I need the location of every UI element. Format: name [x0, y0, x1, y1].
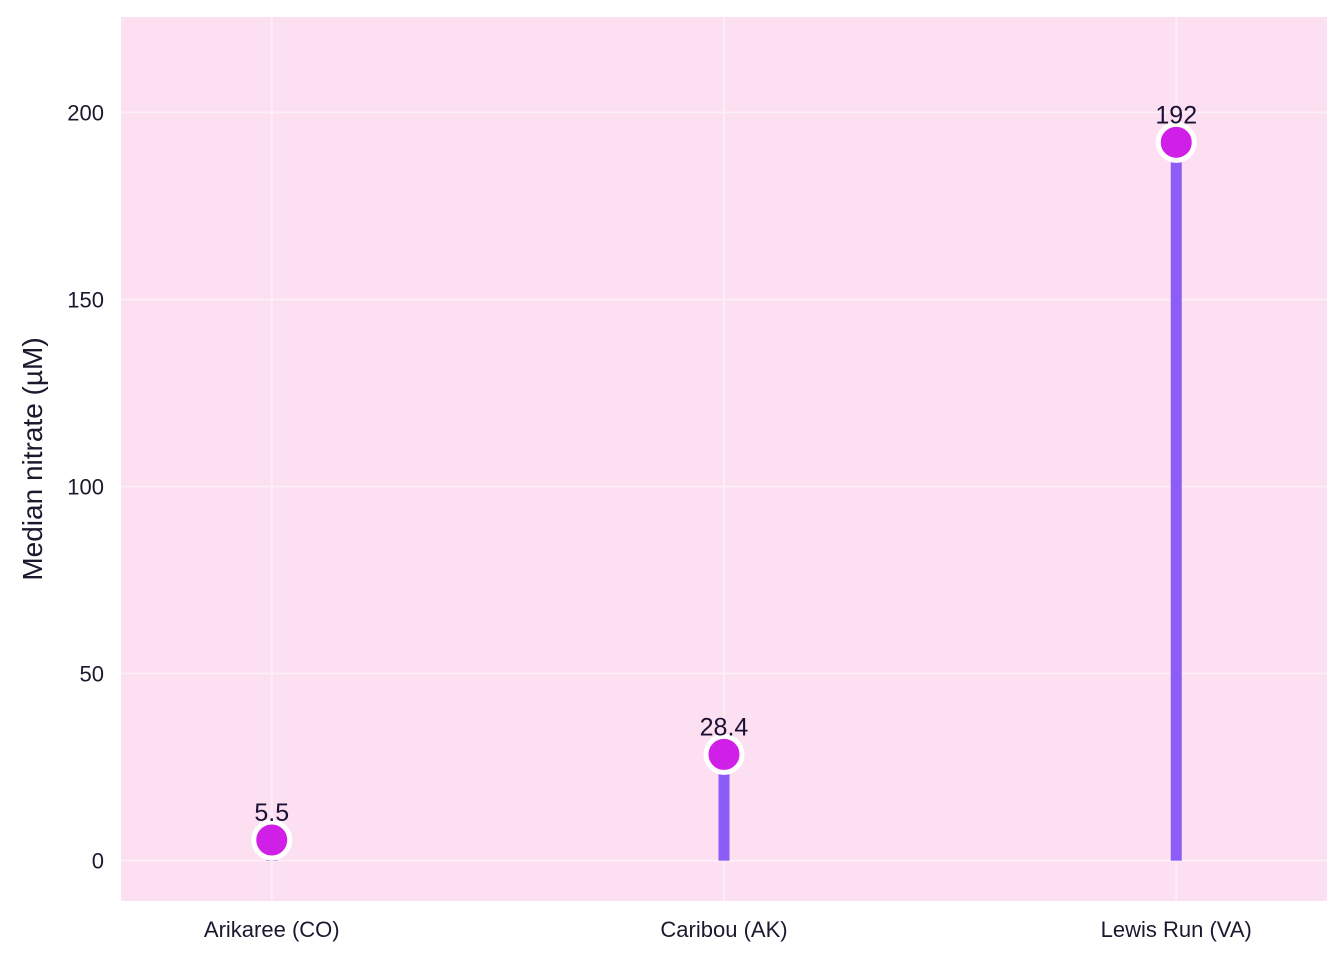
data-label: 192 — [1155, 101, 1197, 129]
lollipop-marker — [703, 733, 745, 775]
data-label: 5.5 — [254, 799, 289, 827]
y-tick-label: 150 — [67, 287, 104, 312]
y-tick-label: 0 — [92, 849, 104, 874]
x-tick-labels: Arikaree (CO) Caribou (AK) Lewis Run (VA) — [204, 917, 1252, 942]
data-label-layer: 5.5 28.4 192 — [254, 101, 1197, 827]
y-tick-label: 100 — [67, 474, 104, 499]
x-tick-label: Arikaree (CO) — [204, 917, 340, 942]
y-tick-label: 50 — [80, 662, 104, 687]
lollipop-marker — [1155, 121, 1197, 163]
marker-layer — [251, 121, 1197, 861]
y-tick-label: 200 — [67, 100, 104, 125]
lollipop-marker — [251, 819, 293, 861]
x-tick-label: Caribou (AK) — [660, 917, 787, 942]
y-axis-title: Median nitrate (µM) — [17, 337, 48, 580]
data-label: 28.4 — [700, 713, 749, 741]
x-tick-label: Lewis Run (VA) — [1101, 917, 1252, 942]
y-tick-labels: 0 50 100 150 200 — [67, 100, 104, 873]
